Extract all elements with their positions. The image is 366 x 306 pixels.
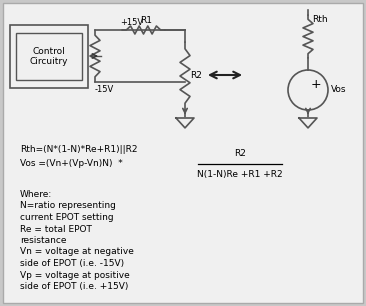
Polygon shape xyxy=(299,118,317,128)
Text: +15V: +15V xyxy=(120,18,143,27)
Text: R2: R2 xyxy=(234,149,246,158)
Bar xyxy=(16,33,82,80)
Text: Vp = voltage at positive: Vp = voltage at positive xyxy=(20,271,130,279)
Text: Vos: Vos xyxy=(331,85,347,95)
Text: Rth=(N*(1-N)*Re+R1)||R2: Rth=(N*(1-N)*Re+R1)||R2 xyxy=(20,145,138,154)
Text: Re = total EPOT: Re = total EPOT xyxy=(20,225,92,233)
Text: Where:: Where: xyxy=(20,190,52,199)
Text: side of EPOT (i.e. +15V): side of EPOT (i.e. +15V) xyxy=(20,282,128,291)
Text: current EPOT setting: current EPOT setting xyxy=(20,213,113,222)
Text: side of EPOT (i.e. -15V): side of EPOT (i.e. -15V) xyxy=(20,259,124,268)
Text: Control
Circuitry: Control Circuitry xyxy=(30,47,68,66)
Text: R2: R2 xyxy=(190,72,202,80)
Text: -15V: -15V xyxy=(95,85,114,94)
Text: N=ratio representing: N=ratio representing xyxy=(20,201,116,211)
Text: R1: R1 xyxy=(141,16,153,25)
Bar xyxy=(10,25,88,88)
Text: N(1-N)Re +R1 +R2: N(1-N)Re +R1 +R2 xyxy=(197,170,283,179)
Text: +: + xyxy=(311,79,321,91)
Text: Vos =(Vn+(Vp-Vn)N)  *: Vos =(Vn+(Vp-Vn)N) * xyxy=(20,159,123,169)
Polygon shape xyxy=(176,118,194,128)
Text: Rth: Rth xyxy=(312,16,328,24)
Text: Vn = voltage at negative: Vn = voltage at negative xyxy=(20,248,134,256)
Text: resistance: resistance xyxy=(20,236,67,245)
